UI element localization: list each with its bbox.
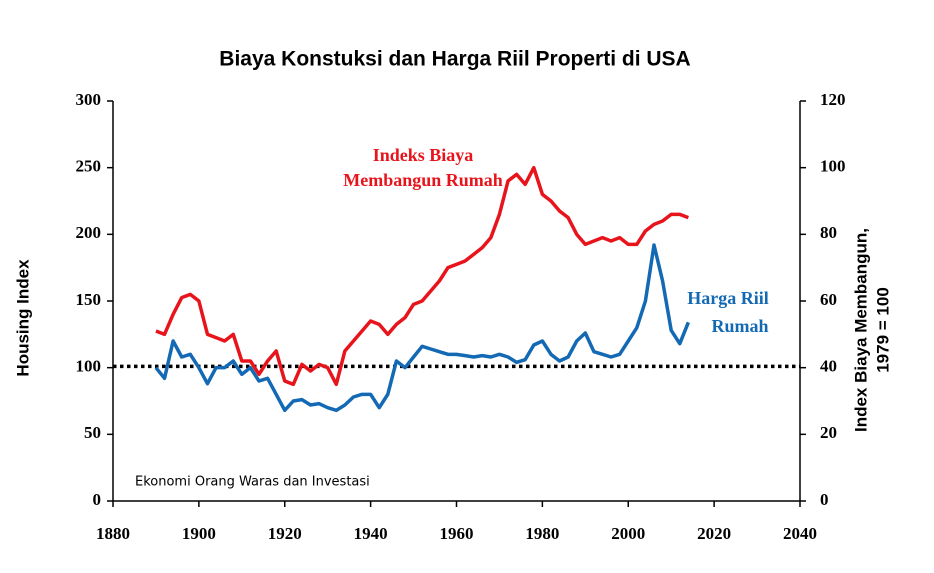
y2-axis-title: Index Biaya Membangun, [851, 228, 870, 432]
x-tick-label: 2040 [783, 524, 817, 543]
x-tick-label: 1940 [354, 524, 388, 543]
series-line [154, 243, 690, 413]
x-tick-label: 2000 [611, 524, 645, 543]
source-note: Ekonomi Orang Waras dan Investasi [135, 475, 370, 490]
annotation: Membangun Rumah [343, 170, 503, 190]
y2-tick-label: 20 [820, 423, 837, 442]
y-axis-title: Housing Index [13, 259, 32, 377]
y2-axis-title: 1979 = 100 [873, 287, 892, 373]
y-tick-label: 50 [84, 423, 101, 442]
x-tick-label: 2020 [697, 524, 731, 543]
series-line [155, 165, 689, 387]
y-tick-label: 100 [76, 357, 102, 376]
x-tick-label: 1920 [268, 524, 302, 543]
x-tick-label: 1980 [525, 524, 559, 543]
x-tick-label: 1880 [96, 524, 130, 543]
y2-tick-label: 0 [820, 490, 829, 509]
y-tick-label: 300 [76, 90, 102, 109]
y-tick-label: 250 [76, 157, 102, 176]
y2-tick-label: 100 [820, 157, 846, 176]
x-tick-label: 1900 [182, 524, 216, 543]
y-tick-label: 0 [93, 490, 102, 509]
chart-title: Biaya Konstuksi dan Harga Riil Properti … [219, 48, 690, 71]
y2-tick-label: 120 [820, 90, 846, 109]
y2-tick-label: 80 [820, 223, 837, 242]
annotation: Harga Riil [687, 288, 769, 308]
y-tick-label: 200 [76, 223, 102, 242]
y2-tick-label: 40 [820, 357, 837, 376]
y-tick-label: 150 [76, 290, 102, 309]
annotation: Rumah [711, 316, 768, 336]
annotation: Indeks Biaya [373, 145, 474, 165]
y2-tick-label: 60 [820, 290, 837, 309]
x-tick-label: 1960 [440, 524, 474, 543]
